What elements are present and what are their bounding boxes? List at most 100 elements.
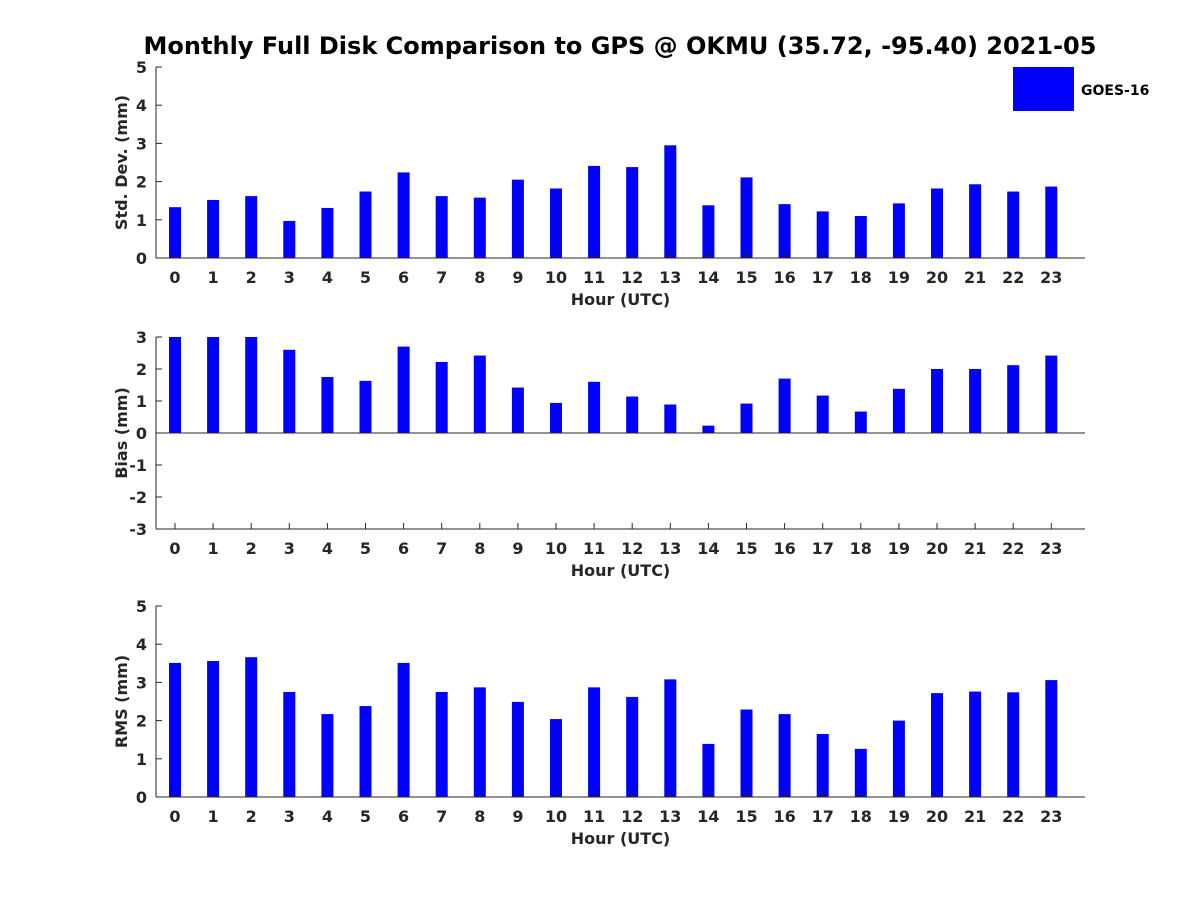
bias-xtick-label: 20 — [926, 539, 948, 558]
bias-xtick-label: 9 — [512, 539, 523, 558]
std-bar-6 — [397, 172, 410, 258]
std-bar-9 — [511, 179, 524, 258]
rms-xtick-label: 4 — [322, 807, 333, 826]
std-xtick-label: 22 — [1002, 268, 1024, 287]
std-xtick-label: 7 — [436, 268, 447, 287]
rms-bar-9 — [511, 701, 524, 797]
std-xtick-label: 13 — [659, 268, 681, 287]
std-xtick-label: 5 — [360, 268, 371, 287]
rms-ytick-label: 2 — [136, 712, 147, 731]
std-xtick-label: 14 — [697, 268, 719, 287]
std-xtick-label: 16 — [773, 268, 795, 287]
rms-xtick-label: 20 — [926, 807, 948, 826]
std-xtick-label: 17 — [812, 268, 834, 287]
rms-xtick-label: 6 — [398, 807, 409, 826]
std-bar-3 — [283, 220, 296, 258]
rms-ytick-label: 0 — [136, 788, 147, 807]
rms-bar-22 — [1007, 692, 1020, 797]
rms-y-axis-label: RMS (mm) — [112, 655, 131, 748]
bias-bar-10 — [550, 402, 562, 433]
bias-xtick-label: 4 — [322, 539, 333, 558]
rms-bar-10 — [550, 719, 562, 797]
rms-xtick-label: 7 — [436, 807, 447, 826]
std-ytick-label: 1 — [136, 211, 147, 230]
bias-bar-18 — [854, 411, 867, 433]
std-bar-11 — [588, 165, 601, 258]
bias-bar-3 — [283, 349, 296, 433]
bias-xtick-label: 15 — [735, 539, 757, 558]
rms-xtick-label: 2 — [246, 807, 257, 826]
bias-ytick-label: -3 — [129, 520, 147, 539]
legend-label-goes-16: GOES-16 — [1081, 83, 1149, 99]
rms-xtick-label: 8 — [474, 807, 485, 826]
std-bar-23 — [1045, 186, 1058, 258]
rms-xtick-label: 18 — [850, 807, 872, 826]
bias-bar-8 — [473, 355, 486, 433]
rms-xtick-label: 12 — [621, 807, 643, 826]
bias-xtick-label: 18 — [850, 539, 872, 558]
bias-x-axis-label: Hour (UTC) — [571, 561, 671, 580]
rms-bar-11 — [588, 687, 601, 797]
std-xtick-label: 6 — [398, 268, 409, 287]
bias-xtick-label: 23 — [1040, 539, 1062, 558]
bias-bar-6 — [397, 346, 410, 433]
bias-xtick-label: 17 — [812, 539, 834, 558]
rms-x-axis-label: Hour (UTC) — [571, 829, 671, 848]
rms-bar-20 — [931, 693, 943, 797]
rms-xtick-label: 9 — [512, 807, 523, 826]
std-bar-5 — [359, 191, 372, 258]
bias-xtick-label: 19 — [888, 539, 910, 558]
bias-xtick-label: 5 — [360, 539, 371, 558]
std-xtick-label: 1 — [208, 268, 219, 287]
rms-bar-21 — [969, 691, 982, 797]
bias-xtick-label: 2 — [246, 539, 257, 558]
bias-xtick-label: 0 — [169, 539, 180, 558]
std-xtick-label: 9 — [512, 268, 523, 287]
std-xtick-label: 11 — [583, 268, 605, 287]
bias-ytick-label: 2 — [136, 360, 147, 379]
rms-bar-19 — [892, 720, 905, 797]
rms-xtick-label: 17 — [812, 807, 834, 826]
bias-bar-23 — [1045, 355, 1058, 433]
bias-xtick-label: 7 — [436, 539, 447, 558]
bias-ytick-label: 1 — [136, 392, 147, 411]
std-bar-14 — [702, 205, 715, 258]
chart-title: Monthly Full Disk Comparison to GPS @ OK… — [144, 32, 1097, 60]
legend-swatch-goes-16 — [1013, 67, 1074, 111]
bias-bar-5 — [359, 380, 372, 433]
std-xtick-label: 21 — [964, 268, 986, 287]
rms-ytick-label: 4 — [136, 635, 147, 654]
rms-xtick-label: 14 — [697, 807, 719, 826]
rms-bar-4 — [321, 714, 334, 797]
rms-bar-13 — [664, 679, 677, 797]
std-bar-7 — [435, 196, 448, 258]
rms-xtick-label: 13 — [659, 807, 681, 826]
bias-bar-9 — [511, 387, 524, 433]
bias-xtick-label: 22 — [1002, 539, 1024, 558]
std-ytick-label: 4 — [136, 96, 147, 115]
bias-ytick-label: 0 — [136, 424, 147, 443]
bias-xtick-label: 3 — [284, 539, 295, 558]
rms-bar-12 — [626, 696, 639, 797]
std-bar-19 — [892, 203, 905, 258]
std-bar-2 — [245, 196, 258, 258]
std-xtick-label: 2 — [246, 268, 257, 287]
bias-bar-20 — [931, 369, 943, 433]
rms-xtick-label: 16 — [773, 807, 795, 826]
bias-xtick-label: 1 — [208, 539, 219, 558]
bias-bar-4 — [321, 377, 334, 433]
std-bar-18 — [854, 215, 867, 258]
bias-bar-15 — [740, 403, 753, 433]
bias-xtick-label: 8 — [474, 539, 485, 558]
bias-xtick-label: 12 — [621, 539, 643, 558]
std-bar-12 — [626, 167, 639, 258]
legend: GOES-16 — [1013, 67, 1149, 111]
std-bar-22 — [1007, 191, 1020, 258]
rms-xtick-label: 10 — [545, 807, 567, 826]
bias-bar-2 — [245, 337, 258, 433]
rms-bar-14 — [702, 743, 715, 797]
std-xtick-label: 18 — [850, 268, 872, 287]
std-ytick-label: 0 — [136, 249, 147, 268]
bias-xtick-label: 13 — [659, 539, 681, 558]
